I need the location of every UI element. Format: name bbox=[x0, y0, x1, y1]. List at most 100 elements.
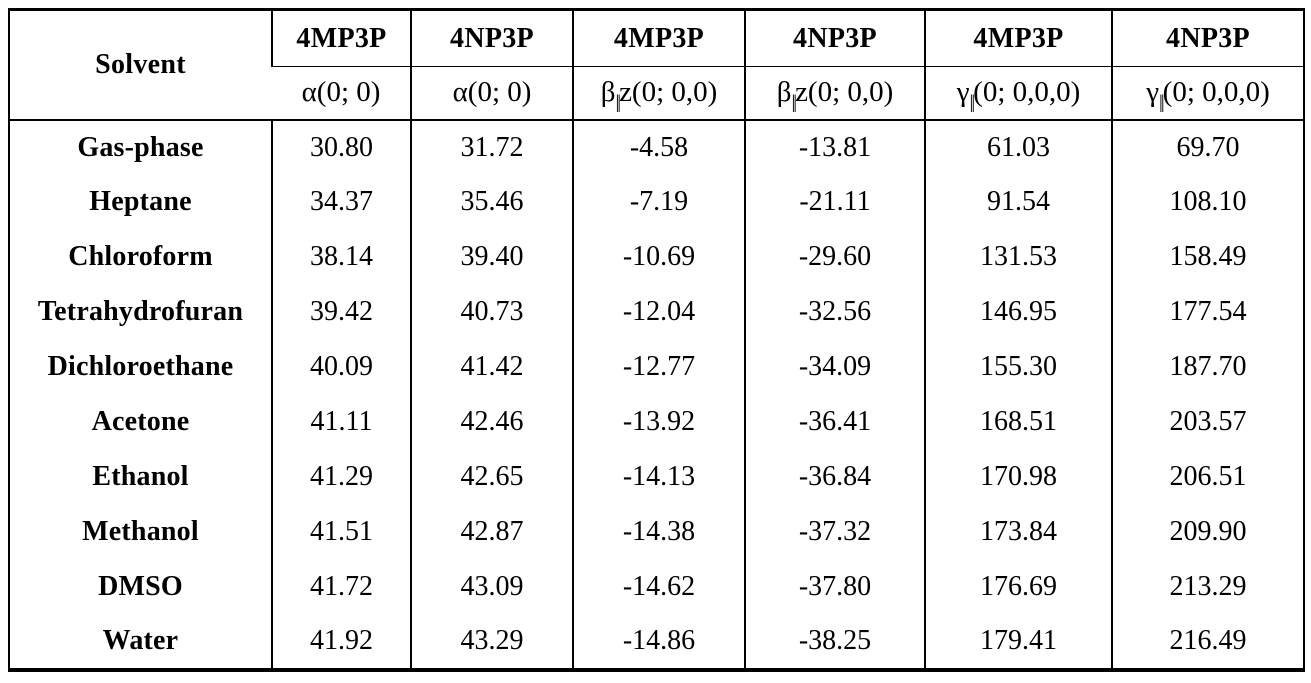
table-row: Methanol 41.51 42.87 -14.38 -37.32 173.8… bbox=[9, 504, 1304, 560]
table-cell: -37.80 bbox=[744, 559, 925, 615]
table-row: Water 41.92 43.29 -14.86 -38.25 179.41 2… bbox=[9, 614, 1304, 670]
column-header-symbol-beta: β||z(0; 0,0) bbox=[744, 66, 925, 121]
row-header-solvent: Methanol bbox=[82, 516, 199, 547]
parallel-subscript: || bbox=[791, 92, 796, 114]
table-cell: 213.29 bbox=[1111, 559, 1304, 615]
greek-symbol: γ bbox=[956, 76, 970, 109]
table-cell: 41.42 bbox=[410, 339, 573, 395]
column-header-molecule: 4NP3P bbox=[744, 9, 925, 67]
row-header-solvent: DMSO bbox=[98, 571, 183, 602]
table-cell: 35.46 bbox=[410, 174, 573, 230]
row-header-solvent: Gas-phase bbox=[77, 131, 204, 163]
table-cell: -7.19 bbox=[572, 174, 745, 230]
table-cell: -32.56 bbox=[744, 284, 925, 340]
table-cell: 158.49 bbox=[1111, 229, 1304, 285]
table-cell: 131.53 bbox=[924, 229, 1112, 285]
table-cell: 170.98 bbox=[924, 449, 1112, 505]
table-header: Solvent 4MP3P 4NP3P 4MP3P 4NP3P 4MP3P 4N… bbox=[9, 9, 1304, 121]
table-cell: 108.10 bbox=[1111, 174, 1304, 230]
table-cell: -14.62 bbox=[572, 559, 745, 615]
table-cell: 209.90 bbox=[1111, 504, 1304, 560]
table-cell: -38.25 bbox=[744, 614, 925, 670]
parallel-subscript: || bbox=[969, 92, 975, 114]
row-header-solvent: Tetrahydrofuran bbox=[37, 296, 244, 327]
header-row-symbols: α(0; 0) α(0; 0) β||z(0; 0,0) β||z(0; 0,0… bbox=[9, 66, 1304, 121]
table-cell: 39.40 bbox=[410, 229, 573, 285]
column-header-molecule: 4MP3P bbox=[572, 9, 745, 67]
column-header-molecule: 4NP3P bbox=[410, 9, 573, 67]
greek-symbol: β bbox=[776, 76, 792, 109]
greek-symbol: α bbox=[301, 76, 317, 109]
table-cell: -12.04 bbox=[572, 284, 745, 340]
table-row: Tetrahydrofuran 39.42 40.73 -12.04 -32.5… bbox=[9, 284, 1304, 340]
column-header-symbol-gamma: γ||(0; 0,0,0) bbox=[924, 66, 1112, 121]
header-row-molecules: Solvent 4MP3P 4NP3P 4MP3P 4NP3P 4MP3P 4N… bbox=[9, 9, 1304, 121]
table-row: DMSO 41.72 43.09 -14.62 -37.80 176.69 21… bbox=[9, 559, 1304, 615]
column-header-molecule: 4MP3P bbox=[924, 9, 1112, 67]
solvent-properties-table: Solvent 4MP3P 4NP3P 4MP3P 4NP3P 4MP3P 4N… bbox=[8, 8, 1305, 672]
table-cell: 216.49 bbox=[1111, 614, 1304, 670]
row-header-solvent: Chloroform bbox=[68, 241, 213, 272]
table-cell: 42.46 bbox=[410, 394, 573, 450]
row-header-solvent: Water bbox=[102, 625, 179, 656]
table-cell: 61.03 bbox=[924, 119, 1112, 175]
table-row: Gas-phase 30.80 31.72 -4.58 -13.81 61.03… bbox=[9, 119, 1304, 175]
table-cell: -21.11 bbox=[744, 174, 925, 230]
table-cell: 187.70 bbox=[1111, 339, 1304, 395]
parallel-subscript: || bbox=[1159, 92, 1164, 114]
column-header-molecule: 4NP3P bbox=[1111, 9, 1304, 67]
column-header-symbol-alpha: α(0; 0) bbox=[272, 66, 411, 121]
table-cell: -36.41 bbox=[744, 394, 925, 450]
symbol-arguments: (0; 0) bbox=[316, 76, 381, 109]
symbol-arguments: (0; 0,0,0) bbox=[973, 76, 1081, 109]
table-cell: 176.69 bbox=[924, 559, 1112, 615]
table-cell: 41.29 bbox=[271, 449, 411, 505]
table-cell: 40.09 bbox=[271, 339, 411, 395]
table-cell: 168.51 bbox=[924, 394, 1112, 450]
table-cell: -14.13 bbox=[572, 449, 745, 505]
row-header-solvent: Ethanol bbox=[92, 461, 189, 492]
table-cell: 31.72 bbox=[410, 119, 573, 175]
table-cell: -29.60 bbox=[744, 229, 925, 285]
table-cell: -4.58 bbox=[572, 119, 745, 175]
symbol-arguments: (0; 0) bbox=[467, 76, 532, 109]
table-cell: 34.37 bbox=[271, 174, 411, 230]
row-header-solvent: Heptane bbox=[89, 186, 192, 217]
column-header-symbol-beta: β||z(0; 0,0) bbox=[572, 66, 745, 121]
parallel-subscript: || bbox=[615, 92, 620, 114]
table-body: Gas-phase 30.80 31.72 -4.58 -13.81 61.03… bbox=[9, 119, 1304, 670]
column-header-symbol-alpha: α(0; 0) bbox=[410, 66, 573, 121]
symbol-arguments: (0; 0,0,0) bbox=[1162, 76, 1270, 109]
greek-symbol: β bbox=[600, 76, 616, 109]
table-cell: 30.80 bbox=[271, 119, 411, 175]
row-header-solvent: Dichloroethane bbox=[47, 351, 234, 382]
table-cell: -34.09 bbox=[744, 339, 925, 395]
table-cell: 146.95 bbox=[924, 284, 1112, 340]
table-row: Dichloroethane 40.09 41.42 -12.77 -34.09… bbox=[9, 339, 1304, 395]
row-header-solvent: Acetone bbox=[91, 406, 190, 437]
symbol-arguments: z(0; 0,0) bbox=[619, 76, 718, 109]
table-cell: -13.81 bbox=[744, 119, 925, 175]
table-cell: 41.11 bbox=[271, 394, 411, 450]
table-cell: -13.92 bbox=[572, 394, 745, 450]
table-row: Heptane 34.37 35.46 -7.19 -21.11 91.54 1… bbox=[9, 174, 1304, 230]
table-cell: 203.57 bbox=[1111, 394, 1304, 450]
greek-symbol: γ bbox=[1146, 76, 1160, 109]
table-cell: 42.87 bbox=[410, 504, 573, 560]
table-cell: 41.92 bbox=[271, 614, 411, 670]
table-cell: 177.54 bbox=[1111, 284, 1304, 340]
table-cell: 42.65 bbox=[410, 449, 573, 505]
table-cell: -36.84 bbox=[744, 449, 925, 505]
table-cell: 173.84 bbox=[924, 504, 1112, 560]
table-cell: -10.69 bbox=[572, 229, 745, 285]
table-cell: 40.73 bbox=[410, 284, 573, 340]
table-row: Acetone 41.11 42.46 -13.92 -36.41 168.51… bbox=[9, 394, 1304, 450]
table-cell: 41.72 bbox=[271, 559, 411, 615]
column-header-symbol-gamma: γ||(0; 0,0,0) bbox=[1111, 66, 1304, 121]
table-cell: -14.38 bbox=[572, 504, 745, 560]
table-row: Chloroform 38.14 39.40 -10.69 -29.60 131… bbox=[9, 229, 1304, 285]
table-cell: 43.09 bbox=[410, 559, 573, 615]
table-cell: 38.14 bbox=[271, 229, 411, 285]
table-cell: -12.77 bbox=[572, 339, 745, 395]
